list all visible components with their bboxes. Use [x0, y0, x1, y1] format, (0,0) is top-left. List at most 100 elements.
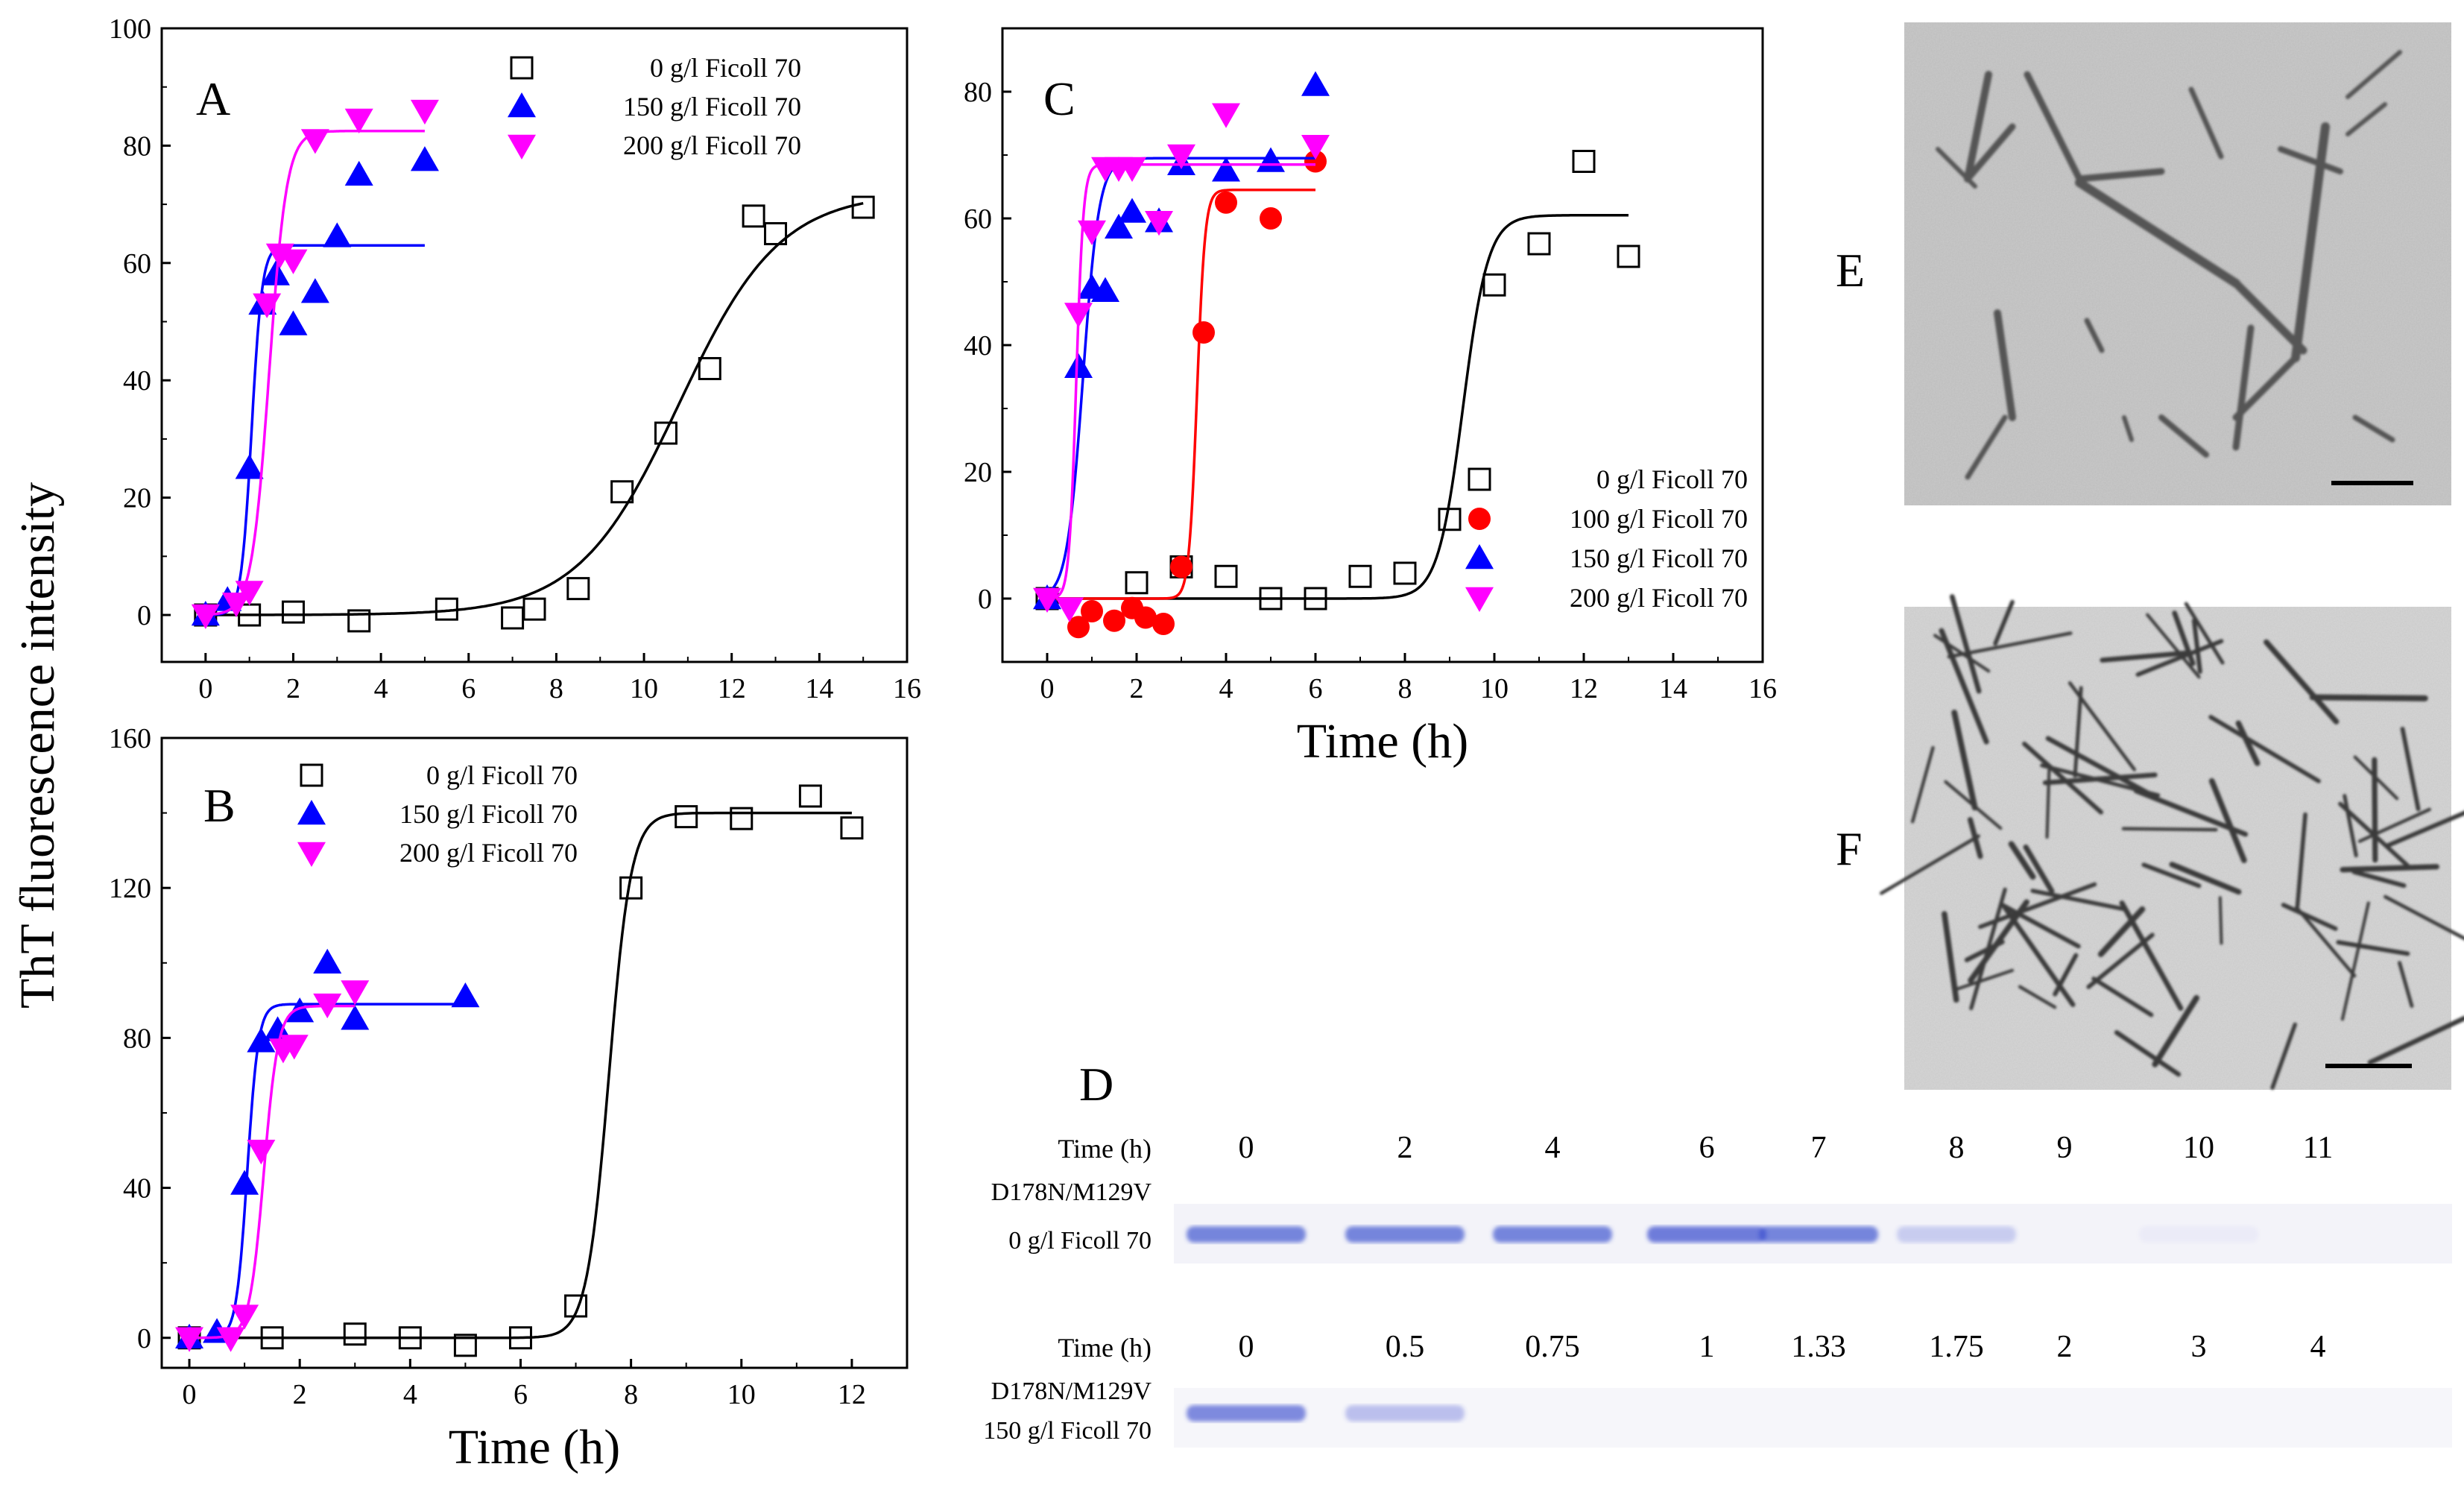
fibril: [2351, 869, 2407, 889]
fibril: [2235, 720, 2261, 766]
panel-letter-a: A: [196, 72, 230, 125]
fibril: [2042, 772, 2158, 786]
data-point-c-100gl: [1215, 191, 1237, 214]
x-tick-label-a: 12: [718, 673, 746, 704]
legend-label-c-100gl: 100 g/l Ficoll 70: [1570, 504, 1748, 534]
x-tick-label-a: 10: [630, 673, 658, 704]
gel-top-time-3: 6: [1699, 1131, 1715, 1165]
data-point-c-0gl: [1438, 508, 1462, 531]
data-point-b-150gl: [451, 982, 480, 1008]
legend-label-b-200gl: 200 g/l Ficoll 70: [399, 838, 578, 868]
y-tick-label-b: 160: [109, 723, 151, 754]
fibril: [1939, 628, 1989, 745]
x-tick-label-c: 2: [1130, 673, 1144, 704]
data-point-b-200gl: [230, 1304, 259, 1330]
fibril: [2158, 414, 2209, 458]
fibril: [2385, 810, 2464, 848]
gel-bottom-band-1: [1345, 1405, 1465, 1421]
legend-label-a-200gl: 200 g/l Ficoll 70: [623, 130, 801, 160]
fibril: [1950, 594, 1982, 694]
data-point-b-150gl: [285, 997, 315, 1023]
fibril: [2133, 788, 2249, 837]
panel-letter-b: B: [203, 779, 236, 832]
data-point-b-150gl: [313, 948, 342, 974]
x-tick-label-c: 12: [1570, 673, 1598, 704]
fibril: [2309, 694, 2428, 701]
fibril: [2022, 741, 2103, 815]
fit-curve-a-200gl: [205, 129, 425, 616]
data-point-a-200gl: [300, 129, 329, 154]
data-point-a-200gl: [222, 593, 250, 618]
data-point-c-200gl: [1301, 135, 1330, 160]
fibril: [2188, 86, 2224, 160]
panel-letter-e: E: [1836, 244, 1865, 297]
data-point-a-0gl: [522, 597, 546, 621]
gel-top-band-3: [1647, 1226, 1766, 1243]
y-tick-label-b: 0: [137, 1323, 151, 1354]
fibril: [2121, 827, 2218, 832]
fibril: [2122, 415, 2134, 442]
fibril: [2270, 1022, 2297, 1090]
data-point-a-150gl: [300, 278, 329, 303]
data-point-b-200gl: [279, 1035, 309, 1060]
fibril: [2345, 50, 2402, 99]
gel-top-time-4: 7: [1811, 1131, 1827, 1165]
data-point-c-0gl: [1259, 587, 1283, 610]
x-tick-label-c: 8: [1398, 673, 1412, 704]
gel-bottom-sample-line2: 150 g/l Ficoll 70: [983, 1417, 1152, 1445]
fibril: [2295, 812, 2307, 909]
data-point-c-100gl: [1103, 609, 1125, 632]
y-tick-label-b: 80: [123, 1023, 151, 1054]
data-point-c-100gl: [1081, 600, 1103, 622]
fibril: [2135, 639, 2224, 677]
data-point-c-100gl: [1260, 207, 1282, 230]
x-tick-label-a: 4: [374, 673, 388, 704]
fibril: [2045, 736, 2155, 798]
gel-top-sample-line1: D178N/M129V: [991, 1178, 1152, 1206]
fibril: [2278, 146, 2343, 174]
data-point-b-150gl: [341, 1005, 370, 1030]
data-point-b-0gl: [343, 1322, 367, 1346]
x-tick-label-a: 8: [549, 673, 563, 704]
data-point-c-200gl: [1167, 144, 1195, 169]
gel-top-band-0: [1187, 1226, 1306, 1243]
fibril: [2208, 777, 2247, 863]
fibril: [2169, 862, 2242, 895]
x-tick-label-a: 16: [893, 673, 921, 704]
fibril: [2232, 354, 2299, 421]
x-tick-label-b: 8: [624, 1379, 638, 1410]
data-point-a-0gl: [435, 597, 458, 621]
data-point-a-0gl: [566, 577, 590, 601]
fibril: [2086, 933, 2155, 989]
fibril: [2231, 279, 2307, 355]
data-point-b-0gl: [619, 876, 643, 900]
data-point-c-100gl: [1192, 321, 1215, 344]
fibril: [2008, 841, 2036, 880]
data-point-a-200gl: [235, 581, 264, 606]
legend-marker-c-150gl: [1465, 544, 1494, 569]
data-point-c-150gl: [1301, 71, 1330, 96]
x-tick-label-c: 0: [1040, 673, 1055, 704]
fibril: [2100, 650, 2192, 663]
x-tick-label-b: 4: [403, 1379, 417, 1410]
fibril: [1964, 123, 2016, 183]
gel-bottom-time-4: 1.33: [1791, 1330, 1846, 1364]
fibril: [1993, 599, 2015, 646]
fibril: [1964, 939, 2005, 962]
fibril: [2340, 864, 2439, 873]
fibril: [2091, 976, 2154, 1017]
data-point-c-100gl: [1067, 616, 1090, 639]
data-point-a-0gl: [654, 421, 677, 445]
fibril: [2002, 905, 2076, 1007]
fibril: [2218, 896, 2223, 945]
gel-top-time-5: 8: [1949, 1131, 1965, 1165]
fit-curve-a-150gl: [205, 244, 425, 616]
legend-label-b-0gl: 0 g/l Ficoll 70: [426, 760, 578, 790]
data-point-c-200gl: [1055, 597, 1084, 622]
fibril: [2191, 618, 2202, 674]
gel-top-sample-line2: 0 g/l Ficoll 70: [1008, 1227, 1152, 1255]
fibril: [1967, 817, 1983, 859]
data-point-b-200gl: [341, 980, 370, 1006]
fibril: [2353, 755, 2399, 801]
